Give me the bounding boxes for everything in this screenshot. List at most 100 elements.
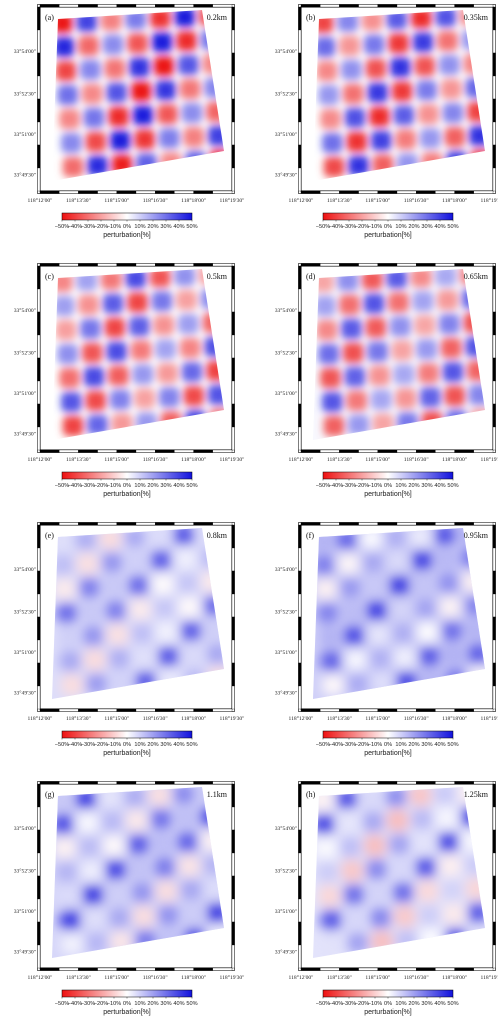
map-panel: (f) 0.95km 33°54'00" 33°52'30" 33°51'00" 33°4… — [275, 522, 498, 757]
frame-bar — [231, 547, 235, 572]
colorbar-tick-label: −30% — [342, 483, 356, 489]
checker-cell — [85, 131, 106, 152]
checker-cell — [420, 128, 441, 149]
checker-cell — [133, 647, 154, 668]
colorbar — [61, 212, 193, 221]
frame-bar — [212, 522, 233, 526]
frame-bar — [212, 190, 233, 194]
checker-cell — [436, 808, 457, 828]
checker-cell — [102, 34, 124, 55]
frame-bar — [78, 190, 98, 194]
checker-cell — [84, 908, 105, 929]
frame-bar — [135, 708, 156, 712]
colorbar-tick-label: −30% — [342, 1001, 356, 1007]
checker-cell — [439, 597, 461, 617]
frame-bar — [39, 967, 60, 971]
colorbar-tick-label: −50% — [316, 742, 330, 748]
checker-cell — [62, 416, 84, 436]
checker-cell — [155, 80, 176, 101]
checker-cell — [445, 928, 466, 948]
frame-bar — [37, 662, 41, 687]
checker-cell — [83, 107, 105, 128]
frame-bar — [37, 783, 41, 808]
checker-cell — [388, 33, 409, 54]
map-panel: (e) 0.8km 33°54'00" 33°52'30" 33°51'00" 33°49… — [14, 522, 244, 757]
checker-cell — [126, 551, 147, 572]
frame-bar — [454, 781, 474, 785]
colorbar-tick-label: 50% — [447, 742, 458, 748]
checker-cell — [367, 82, 388, 103]
colorbar-tick-label: 20% — [408, 483, 419, 489]
colorbar-tick-label: 30% — [160, 224, 171, 230]
frame-bar — [377, 263, 398, 267]
lon-tick-label: 118°15'00" — [104, 197, 129, 204]
lat-tick-label: 33°52'30" — [275, 609, 297, 616]
depth-label: 0.65km — [464, 272, 489, 281]
frame-bar — [37, 921, 41, 946]
checker-cell — [159, 670, 181, 691]
frame-bar — [358, 708, 378, 712]
frame-bar — [155, 449, 175, 453]
frame-bar — [492, 524, 496, 549]
checker-cell — [421, 152, 443, 173]
colorbar-tick-label: −20% — [94, 483, 108, 489]
frame-bar — [231, 570, 235, 595]
checker-cell — [76, 11, 97, 32]
colorbar-tick-label: −40% — [68, 483, 82, 489]
frame-bar — [492, 593, 496, 618]
checker-cell — [385, 528, 406, 548]
checker-cell — [347, 673, 368, 694]
frame-bar — [37, 806, 41, 831]
checker-cell — [78, 35, 99, 56]
frame-bar — [231, 357, 235, 382]
checker-cell — [199, 806, 221, 827]
lon-tick-label: 118°15'00" — [365, 456, 390, 463]
checker-cell — [371, 672, 393, 693]
frame-bar — [454, 449, 474, 453]
checker-cell — [82, 884, 104, 905]
frame-bar — [298, 426, 302, 451]
checker-cell — [339, 294, 360, 315]
frame-bar — [396, 522, 417, 526]
checker-cell — [419, 905, 440, 926]
checker-cell — [446, 410, 467, 430]
checker-cell — [59, 109, 80, 129]
frame-bar — [377, 781, 398, 785]
frame-bar — [473, 781, 494, 785]
colorbar-tick-label: −40% — [329, 483, 343, 489]
checker-cell — [390, 316, 411, 337]
frame-bar — [454, 190, 474, 194]
checker-cell — [134, 388, 155, 409]
depth-label: 0.95km — [464, 531, 489, 540]
checker-cell — [317, 862, 338, 882]
checker-cell — [323, 157, 345, 177]
checker-cell — [469, 125, 485, 146]
checker-cell — [390, 858, 412, 879]
frame-bar — [39, 781, 60, 785]
checker-cell — [77, 553, 98, 574]
checker-cell — [322, 133, 343, 153]
checker-cell — [347, 932, 368, 953]
checker-cell — [345, 649, 366, 670]
checker-cell — [313, 272, 334, 292]
colorbar-tick-label: 50% — [186, 224, 197, 230]
frame-bar — [37, 685, 41, 710]
frame-bar — [492, 403, 496, 428]
frame-bar — [298, 593, 302, 618]
colorbar-tick-label: 0% — [384, 742, 392, 748]
checker-cell — [86, 932, 107, 953]
lon-tick-label: 118°16'30" — [143, 456, 168, 463]
frame-bar — [298, 380, 302, 405]
lon-tick-label: 118°19'30" — [481, 456, 498, 463]
frame-bar — [135, 781, 156, 785]
frame-bar — [339, 522, 359, 526]
frame-bar — [59, 190, 79, 194]
checker-cell — [179, 79, 201, 99]
checker-cell — [178, 856, 200, 876]
frame-bar — [300, 263, 321, 267]
checker-cell — [362, 811, 384, 832]
checker-cell — [444, 386, 465, 406]
lon-tick-label: 118°12'00" — [28, 974, 53, 981]
